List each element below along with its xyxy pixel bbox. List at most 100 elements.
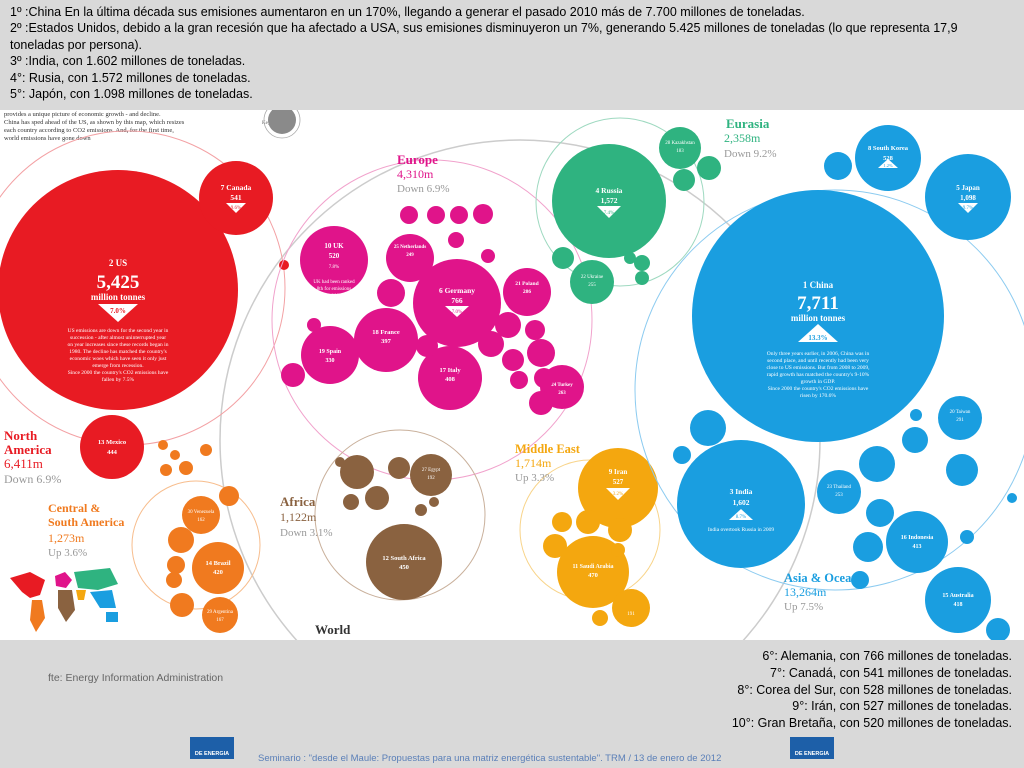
bubble-netherlands bbox=[386, 234, 434, 282]
china-note: Only three years earlier, in 2006, China… bbox=[767, 351, 870, 357]
bubble-australia bbox=[925, 567, 991, 633]
bubble-belgium bbox=[377, 279, 405, 307]
poland-label: 21 Poland bbox=[515, 281, 538, 287]
bubble-small bbox=[510, 371, 528, 389]
bubble-small bbox=[635, 271, 649, 285]
japan-change: 9.7% bbox=[963, 206, 973, 211]
bubble-small bbox=[307, 318, 321, 332]
north-america-change: Down 6.9% bbox=[4, 472, 61, 486]
africa-ring bbox=[314, 429, 486, 601]
bubble-small bbox=[1007, 493, 1017, 503]
bubble-small bbox=[552, 512, 572, 532]
source-note: fte: Energy Information Administration bbox=[48, 672, 224, 684]
bubble-small bbox=[673, 446, 691, 464]
iran-label: 9 Iran bbox=[609, 468, 628, 476]
bubble-small bbox=[281, 363, 305, 387]
germany-change: 7.0% bbox=[452, 310, 462, 315]
bubble-small bbox=[592, 610, 608, 626]
kazakhstan-value: 183 bbox=[676, 149, 684, 154]
intro-line: China has sped ahead of the US, as shown… bbox=[4, 119, 185, 126]
bubble-small bbox=[335, 457, 345, 467]
down-arrow-icon bbox=[226, 203, 246, 213]
india-note: India overtook Russia in 2009 bbox=[708, 527, 775, 533]
south-korea-value: 528 bbox=[883, 155, 894, 162]
russia-label: 4 Russia bbox=[596, 186, 623, 195]
taiwan-value: 291 bbox=[956, 418, 964, 423]
bubble-czech bbox=[495, 312, 521, 338]
saudi-arabia-label: 11 Saudi Arabia bbox=[572, 564, 613, 570]
ukraine-label: 22 Ukraine bbox=[581, 275, 604, 280]
bubble-france bbox=[354, 308, 418, 372]
bubble-indonesia bbox=[886, 511, 948, 573]
rank-line-1: 1º :China En la última década sus emisio… bbox=[10, 5, 805, 19]
up-arrow-icon bbox=[798, 324, 838, 342]
bubble-small bbox=[673, 169, 695, 191]
europe-value: 4,310m bbox=[397, 167, 434, 181]
bubble-small bbox=[415, 504, 427, 516]
mexico-label: 13 Mexico bbox=[98, 439, 126, 446]
poland-value: 286 bbox=[523, 289, 532, 295]
brazil-label: 14 Brazil bbox=[205, 560, 230, 567]
mexico-value: 444 bbox=[107, 449, 118, 456]
csa-ring bbox=[131, 480, 261, 610]
japan-label: 5 Japan bbox=[956, 184, 980, 192]
bubble-spain bbox=[301, 326, 359, 384]
ukraine-value: 255 bbox=[588, 283, 596, 288]
bubble-egypt bbox=[410, 454, 452, 496]
bubble-taiwan bbox=[938, 396, 982, 440]
bubble-small bbox=[400, 206, 418, 224]
asia-oceania-ring bbox=[634, 189, 1024, 591]
bubble-small bbox=[624, 252, 636, 264]
china-note: growth in GDP. bbox=[801, 379, 836, 385]
bubble-singapore bbox=[853, 532, 883, 562]
bubble-south-africa bbox=[366, 524, 442, 600]
india-value: 1,602 bbox=[733, 498, 750, 507]
india-change: 8.7% bbox=[736, 515, 746, 520]
region-europe: 6 Germany 766 7.0% 10 UK 520 7.8% UK had… bbox=[271, 159, 593, 481]
egypt-value: 192 bbox=[427, 476, 435, 481]
bubble-small bbox=[279, 260, 289, 270]
bubble-malaysia bbox=[859, 446, 895, 482]
bubble-india bbox=[677, 440, 805, 568]
turkey-value: 263 bbox=[558, 391, 566, 396]
indonesia-label: 16 Indonesia bbox=[901, 535, 934, 541]
asia-oceania-name: Asia & Oceania bbox=[784, 571, 869, 585]
kazakhstan-label: 28 Kazakhstan bbox=[665, 141, 695, 146]
world-map-icon bbox=[10, 568, 118, 632]
taiwan-label: 20 Taiwan bbox=[950, 410, 971, 415]
argentina-label: 29 Argentina bbox=[207, 610, 234, 615]
intro-line: provides a unique picture of economic gr… bbox=[4, 111, 161, 118]
bubble-small bbox=[179, 461, 193, 475]
key-label: Key bbox=[262, 121, 271, 126]
rank-line-6: 6°: Alemania, con 766 millones de tonela… bbox=[762, 649, 1012, 663]
eurasia-ring bbox=[535, 117, 705, 287]
bubble-small bbox=[473, 204, 493, 224]
bubble-belarus bbox=[552, 247, 574, 269]
iran-value: 527 bbox=[613, 478, 624, 486]
bubble-small bbox=[167, 556, 185, 574]
japan-value: 1,098 bbox=[960, 194, 976, 202]
south-korea-label: 8 South Korea bbox=[868, 145, 909, 152]
canada-change: 9.6% bbox=[231, 206, 241, 211]
us-note: on year increases since these records be… bbox=[68, 342, 169, 348]
venezuela-value: 162 bbox=[197, 518, 205, 523]
turkey-label: 24 Turkey bbox=[551, 383, 573, 388]
netherlands-label: 25 Netherlands bbox=[394, 245, 426, 250]
south-korea-change: 1.2% bbox=[883, 163, 893, 168]
spain-value: 330 bbox=[326, 358, 335, 364]
bubble-germany bbox=[413, 259, 501, 347]
key-ring bbox=[263, 110, 301, 139]
china-note: risen by 170.6% bbox=[800, 393, 836, 399]
bubble-hong-kong bbox=[902, 427, 928, 453]
indonesia-value: 413 bbox=[913, 544, 922, 550]
footer-text: Seminario : "desde el Maule: Propuestas … bbox=[258, 753, 722, 764]
china-unit: million tonnes bbox=[791, 313, 846, 323]
asia-oceania-change: Up 7.5% bbox=[784, 601, 823, 613]
china-note: Since 2000 the country's CO2 emissions h… bbox=[768, 386, 869, 392]
bubble-small bbox=[170, 450, 180, 460]
bubble-small bbox=[166, 572, 182, 588]
region-central-south-america: 14 Brazil 420 30 Venezuela 162 29 Argent… bbox=[131, 440, 261, 633]
france-label: 18 France bbox=[372, 329, 400, 336]
china-note: rapid growth has matched the country's 9… bbox=[767, 372, 870, 378]
top-text-block: 1º :China En la última década sus emisio… bbox=[0, 0, 1024, 112]
